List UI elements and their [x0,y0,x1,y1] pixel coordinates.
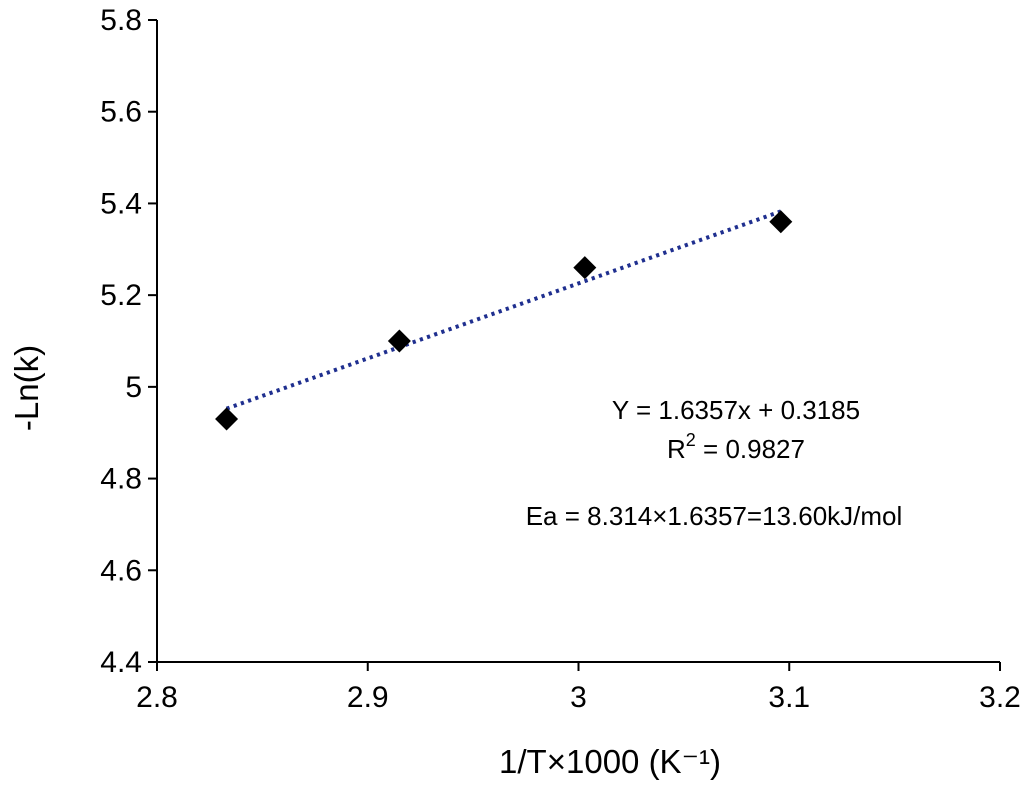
x-tick-label: 3.2 [979,681,1021,714]
data-point [387,329,411,353]
x-tick-label: 3 [570,681,587,714]
r-squared-label: R2 = 0.9827 [667,430,805,464]
y-tick-label: 5.4 [100,187,142,220]
trendline [225,209,782,411]
y-tick-label: 4.8 [100,463,142,496]
x-tick-label: 2.9 [347,681,389,714]
y-ticks: 4.4 4.6 4.8 5 5.2 5.4 5.6 5.8 [100,4,157,679]
axes [156,20,1000,663]
equation-label: Y = 1.6357x + 0.3185 [612,395,860,425]
y-tick-label: 5.2 [100,279,142,312]
y-tick-label: 5 [125,371,142,404]
data-point [769,210,793,234]
data-point [215,407,239,431]
x-axis-title: 1/T×1000 (K⁻¹) [499,743,721,780]
x-ticks: 2.8 2.9 3 3.1 3.2 [136,662,1021,714]
x-tick-label: 2.8 [136,681,178,714]
data-point [573,256,597,280]
y-tick-label: 5.8 [100,4,142,37]
data-points [215,210,793,431]
activation-energy-label: Ea = 8.314×1.6357=13.60kJ/mol [526,501,903,531]
y-tick-label: 4.4 [100,646,142,679]
x-tick-label: 3.1 [768,681,810,714]
y-axis-title: -Ln(k) [8,345,45,431]
y-tick-label: 4.6 [100,554,142,587]
y-tick-label: 5.6 [100,96,142,129]
